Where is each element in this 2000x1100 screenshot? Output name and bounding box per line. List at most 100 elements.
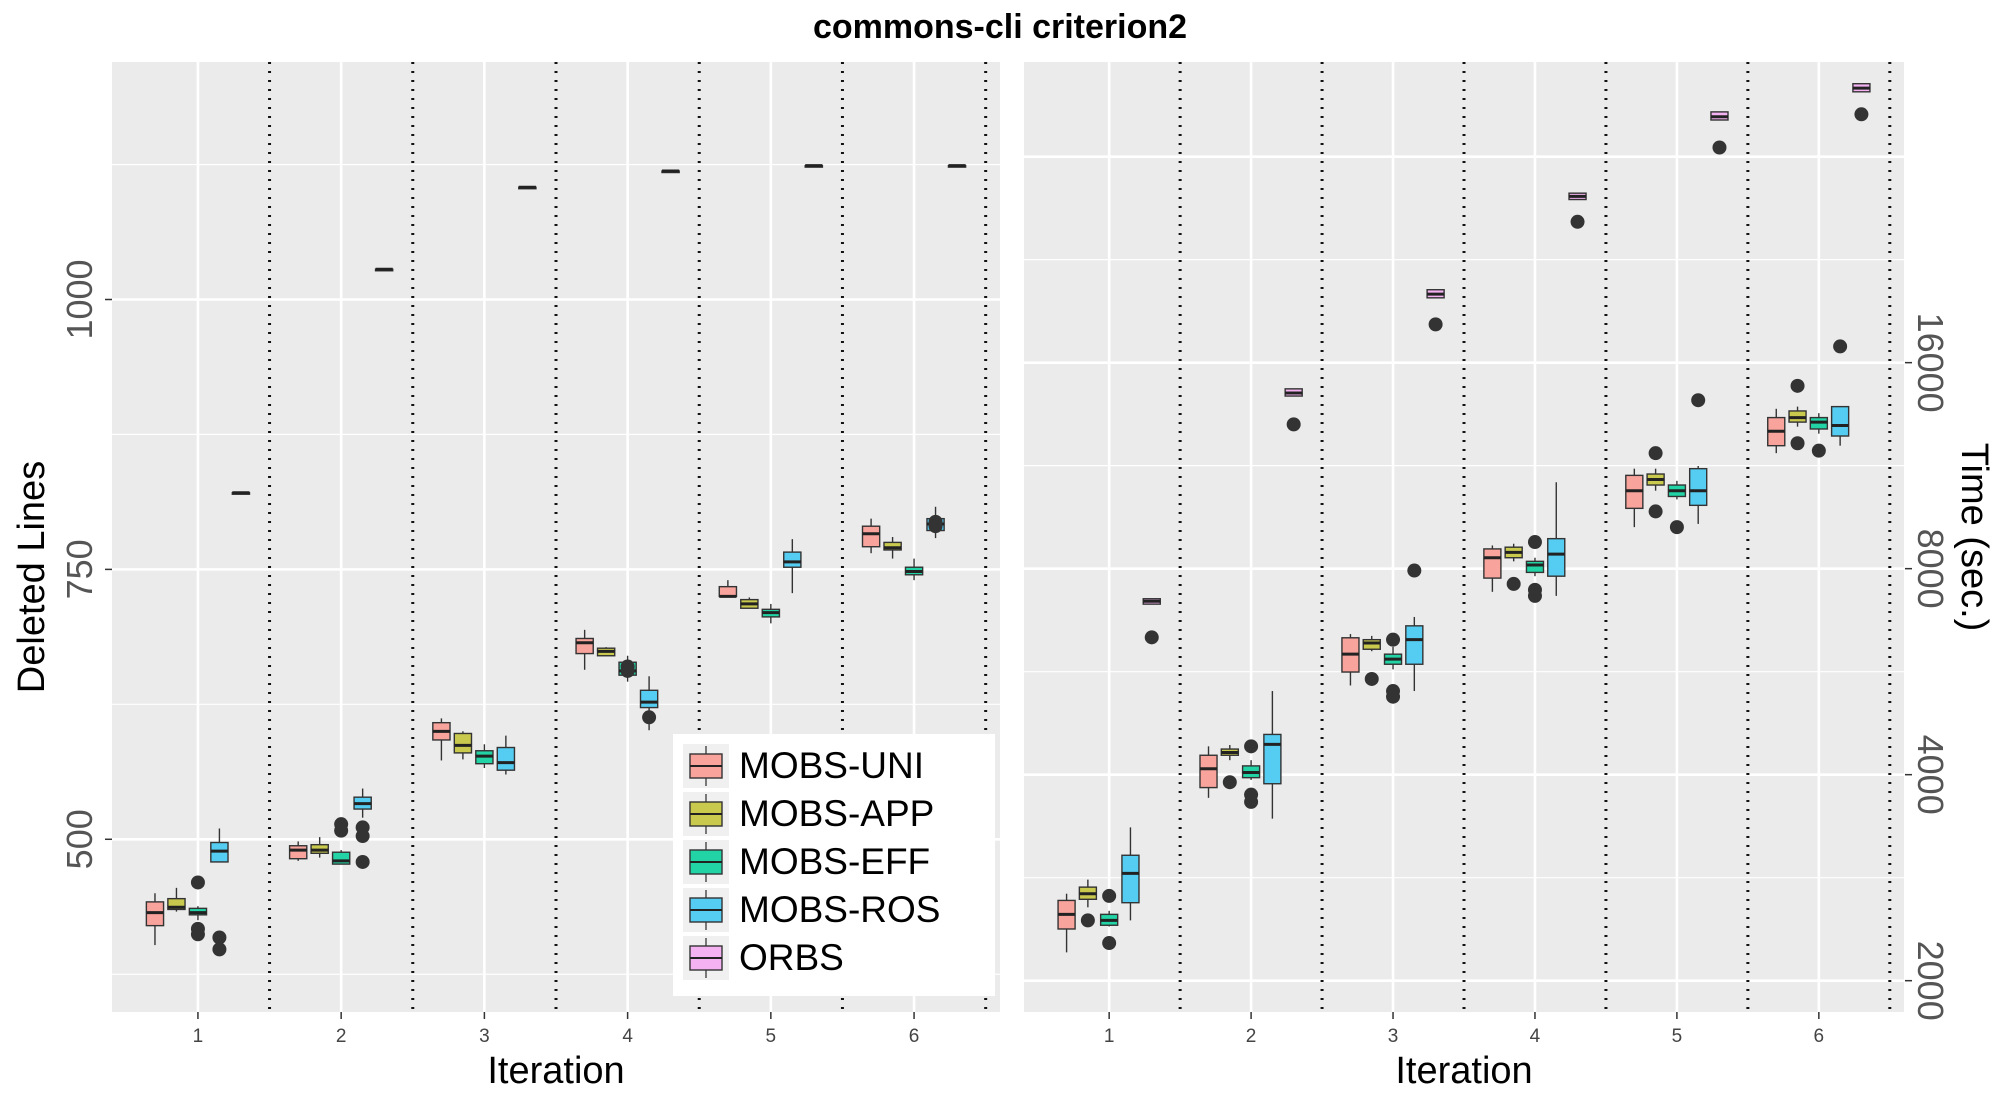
box-mobs-uni-iter-5 [718, 580, 738, 598]
y-tick-labels: 2000 4000 8000 16000 [1905, 313, 1951, 1021]
outlier-point [212, 942, 227, 957]
series-mobs-app [167, 537, 902, 912]
box-mobs-ros-iter-5 [783, 539, 802, 594]
panel-background [1024, 62, 1904, 1012]
box-mobs-ros-iter-2 [353, 788, 372, 869]
series-orbs [1142, 83, 1871, 645]
outlier-point [1790, 378, 1805, 393]
box-body [496, 746, 516, 771]
outlier-point [1102, 936, 1117, 951]
box-mobs-app-iter-2 [1220, 745, 1240, 790]
box-mobs-app-iter-6 [883, 537, 902, 559]
outlier-point [212, 930, 227, 945]
box-body [167, 897, 186, 911]
x-tick-label: 2 [336, 1026, 347, 1047]
box-body [883, 541, 902, 551]
outlier-point [1790, 436, 1805, 451]
box-body [1199, 754, 1218, 789]
box-mobs-ros-iter-2 [1263, 691, 1282, 819]
outlier-point [190, 927, 205, 942]
outlier-point [1407, 563, 1422, 578]
series-mobs-uni [145, 518, 881, 946]
outlier-point [355, 820, 370, 835]
box-mobs-ros-iter-3 [496, 735, 516, 775]
y-tick-label: 4000 [1910, 735, 1951, 815]
box-body [1483, 548, 1502, 579]
gridlines [112, 62, 1000, 1012]
x-tick-label: 6 [909, 1026, 920, 1047]
outlier-point [1712, 140, 1727, 155]
outlier-point [1811, 443, 1826, 458]
outlier-point [1854, 107, 1869, 122]
box-mobs-uni-iter-3 [432, 718, 451, 761]
series-mobs-eff [188, 558, 924, 942]
outlier-point [1648, 504, 1663, 519]
legend-label: MOBS-APP [739, 793, 934, 834]
x-axis-title: Iteration [487, 1050, 624, 1092]
box-body [1688, 467, 1708, 507]
outlier-point [928, 519, 943, 534]
box-body [1263, 733, 1282, 785]
x-tick-label: 2 [1246, 1026, 1257, 1047]
box-mobs-ros-iter-6 [926, 506, 945, 539]
box-orbs-iter-1 [231, 491, 251, 495]
box-orbs-iter-2 [374, 267, 394, 272]
legend: MOBS-UNI MOBS-APP MOBS-EFF MOBS-ROS ORBS [673, 734, 995, 996]
box-mobs-app-iter-4 [596, 647, 616, 657]
box-mobs-app-iter-6 [1788, 378, 1807, 451]
x-tick-label: 1 [1104, 1026, 1115, 1047]
box-mobs-eff-iter-2 [1241, 739, 1261, 809]
x-tick-label: 4 [1530, 1026, 1541, 1047]
box-orbs-iter-1 [1142, 598, 1161, 645]
box-body [1547, 537, 1566, 577]
legend-label: MOBS-UNI [739, 745, 924, 786]
box-body [575, 637, 594, 655]
x-tick-label: 5 [766, 1026, 777, 1047]
outlier-point [190, 875, 205, 890]
y-tick-label: 16000 [1910, 313, 1951, 413]
outlier-point [1102, 888, 1117, 903]
y-tick-label: 1000 [59, 259, 100, 339]
y-tick-label: 750 [59, 539, 100, 599]
outlier-point [1527, 588, 1542, 603]
x-axis-title: Iteration [1395, 1050, 1532, 1092]
series-mobs-eff [1099, 413, 1829, 951]
box-mobs-ros-iter-5 [1688, 393, 1708, 524]
x-tick-label: 1 [193, 1026, 204, 1047]
box-orbs-iter-6 [947, 164, 967, 168]
y-tick-label: 500 [59, 809, 100, 869]
legend-entry-mobs-uni: MOBS-UNI [683, 744, 924, 788]
outlier-point [1833, 339, 1848, 354]
legend-label: MOBS-ROS [739, 889, 940, 930]
box-mobs-eff-iter-4 [618, 655, 637, 682]
box-body [1830, 405, 1850, 437]
box-mobs-app-iter-5 [1646, 446, 1665, 519]
x-tick-labels: 1 2 3 4 5 6 [1104, 1012, 1824, 1047]
series-mobs-ros [210, 506, 945, 957]
box-orbs-iter-5 [1710, 111, 1729, 155]
box-body [639, 689, 659, 709]
box-mobs-eff-iter-6 [1809, 413, 1829, 458]
box-mobs-uni-iter-1 [1057, 893, 1076, 953]
box-mobs-uni-iter-6 [1767, 408, 1786, 454]
box-orbs-iter-3 [518, 185, 537, 190]
box-mobs-eff-iter-4 [1525, 535, 1545, 603]
outlier-point [1364, 671, 1379, 686]
box-mobs-uni-iter-3 [1341, 634, 1360, 686]
outlier-point [1144, 630, 1159, 645]
y-tick-label: 2000 [1910, 941, 1951, 1021]
box-mobs-uni-iter-5 [1625, 468, 1644, 528]
box-mobs-app-iter-3 [453, 731, 473, 760]
outlier-point [1286, 417, 1301, 432]
outlier-point [1386, 689, 1401, 704]
outlier-point [1691, 393, 1706, 408]
box-orbs-iter-2 [1284, 388, 1303, 432]
box-mobs-ros-iter-3 [1405, 563, 1424, 692]
y-axis-title: Deleted Lines [11, 461, 53, 693]
box-orbs-iter-4 [1568, 192, 1587, 229]
outlier-point [1244, 794, 1259, 809]
box-mobs-ros-iter-4 [1547, 482, 1566, 596]
box-mobs-eff-iter-3 [475, 744, 494, 769]
outlier-point [1222, 775, 1237, 790]
